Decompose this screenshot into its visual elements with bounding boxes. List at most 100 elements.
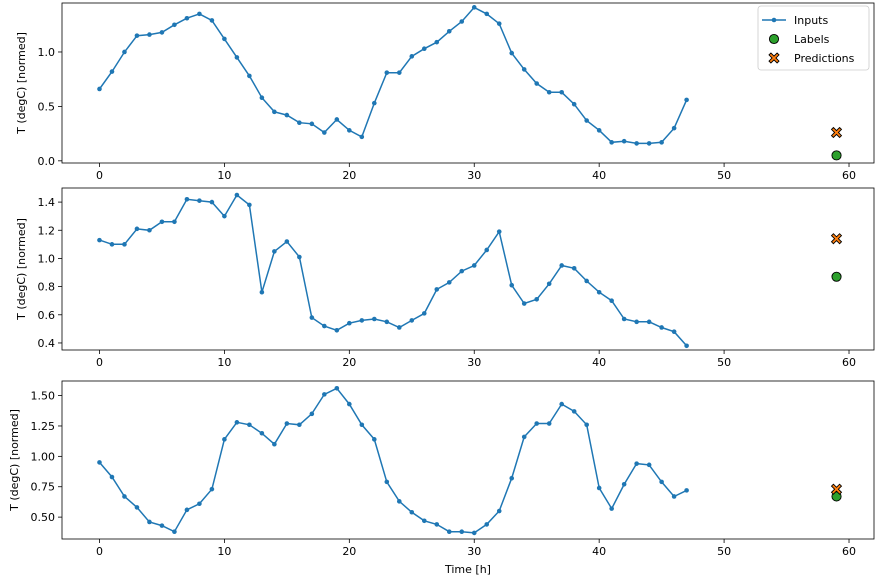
x-tick-label: 60 xyxy=(842,545,856,558)
inputs-point xyxy=(546,281,552,287)
marks xyxy=(97,192,843,349)
inputs-point xyxy=(509,475,515,481)
inputs-point xyxy=(97,86,102,92)
x-tick-label: 40 xyxy=(592,545,606,558)
y-tick-label: 1.0 xyxy=(38,252,56,265)
inputs-point xyxy=(409,509,415,515)
inputs-point xyxy=(471,5,477,10)
inputs-point xyxy=(197,501,202,507)
inputs-point xyxy=(396,499,402,504)
x-tick-label: 40 xyxy=(592,169,606,182)
inputs-point xyxy=(222,213,227,219)
y-tick-label: 0.4 xyxy=(38,337,56,350)
inputs-point xyxy=(384,319,390,325)
legend-entry-label: Labels xyxy=(794,33,830,46)
inputs-point xyxy=(372,316,377,322)
inputs-point xyxy=(559,89,564,95)
inputs-point xyxy=(372,437,377,442)
inputs-point xyxy=(159,523,165,528)
y-ticks: 0.4 0.6 0.8 1.0 1.2 1.4 xyxy=(38,196,62,350)
inputs-point xyxy=(534,421,540,426)
inputs-point xyxy=(434,287,440,292)
inputs-point xyxy=(284,239,290,244)
prediction-point xyxy=(830,233,843,245)
inputs-point xyxy=(209,486,215,492)
inputs-point xyxy=(596,289,602,295)
subplot-2: 0 10 20 30 40 50 60 0.4 0.6 0.8 1.0 1.2 1.4 T (degC… xyxy=(15,187,875,369)
inputs-point xyxy=(546,89,552,95)
y-axis-label: T (degC) [normed] xyxy=(15,218,28,321)
x-tick-label: 20 xyxy=(342,356,356,369)
inputs-point xyxy=(396,325,402,330)
x-tick-label: 50 xyxy=(717,169,731,182)
inputs-point xyxy=(496,508,502,514)
inputs-point xyxy=(384,70,390,75)
inputs-point xyxy=(334,117,340,122)
x-tick-label: 30 xyxy=(467,169,481,182)
x-tick-label: 10 xyxy=(217,356,231,369)
legend-inputs-marker xyxy=(771,17,777,23)
y-tick-label: 1.25 xyxy=(31,420,56,433)
inputs-point xyxy=(684,97,689,103)
inputs-point xyxy=(259,289,265,295)
y-tick-label: 1.4 xyxy=(38,196,56,209)
x-tick-label: 60 xyxy=(842,169,856,182)
prediction-point xyxy=(830,126,843,139)
inputs-point xyxy=(609,506,614,511)
inputs-point xyxy=(596,485,602,491)
inputs-point xyxy=(109,242,115,247)
inputs-point xyxy=(484,522,490,527)
plot-area xyxy=(61,2,875,164)
y-tick-label: 1.2 xyxy=(38,224,56,237)
inputs-point xyxy=(122,494,127,499)
inputs-point xyxy=(147,227,152,233)
inputs-point xyxy=(372,100,377,106)
y-tick-label: 0.5 xyxy=(38,100,56,113)
inputs-point xyxy=(134,226,140,232)
inputs-point xyxy=(247,202,252,208)
inputs-point xyxy=(209,18,215,23)
inputs-point xyxy=(209,199,215,205)
inputs-point xyxy=(559,401,564,407)
inputs-point xyxy=(284,112,290,118)
y-tick-label: 0.0 xyxy=(38,155,56,168)
inputs-point xyxy=(384,479,390,485)
x-tick-label: 30 xyxy=(467,545,481,558)
y-tick-label: 0.75 xyxy=(31,481,56,494)
x-tick-label: 10 xyxy=(217,169,231,182)
inputs-point xyxy=(646,141,652,146)
inputs-point xyxy=(421,311,427,316)
inputs-point xyxy=(259,95,265,100)
y-tick-label: 0.8 xyxy=(38,281,56,294)
plot-area xyxy=(61,187,875,351)
inputs-point xyxy=(621,482,627,487)
x-tick-label: 50 xyxy=(717,545,731,558)
x-tick-label: 0 xyxy=(96,545,103,558)
inputs-point xyxy=(297,254,302,260)
inputs-point xyxy=(147,519,152,525)
inputs-point xyxy=(359,422,365,428)
x-ticks: 0 10 20 30 40 50 60 xyxy=(96,350,856,369)
legend-entry-label: Inputs xyxy=(794,14,828,27)
inputs-point xyxy=(609,298,614,303)
inputs-point xyxy=(646,319,652,325)
label-point xyxy=(831,271,842,282)
y-tick-label: 1.00 xyxy=(31,450,56,463)
inputs-point xyxy=(646,462,652,468)
inputs-point xyxy=(222,437,227,442)
inputs-point xyxy=(659,325,664,330)
inputs-point xyxy=(222,36,227,42)
subplot-1: 0 10 20 30 40 50 60 0.0 0.5 1.0 T (degC) [normed… xyxy=(15,2,875,182)
x-tick-label: 50 xyxy=(717,356,731,369)
inputs-point xyxy=(297,422,302,428)
inputs-point xyxy=(122,49,127,55)
inputs-point xyxy=(109,69,115,74)
inputs-point xyxy=(459,19,465,24)
inputs-point xyxy=(521,434,527,440)
inputs-point xyxy=(184,15,190,21)
inputs-point xyxy=(347,320,352,326)
inputs-point xyxy=(609,140,614,145)
inputs-point xyxy=(147,32,152,37)
inputs-point xyxy=(459,529,465,535)
